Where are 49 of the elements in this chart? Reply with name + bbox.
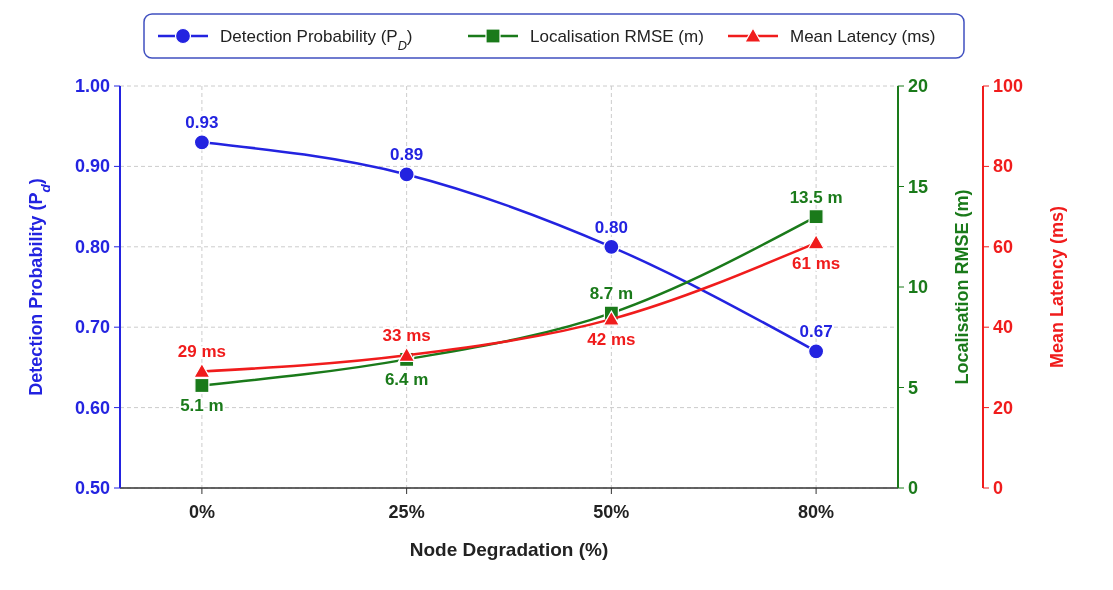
legend-label: Mean Latency (ms) xyxy=(790,27,936,46)
point xyxy=(603,238,620,255)
data-label: 8.7 m xyxy=(589,284,634,304)
data-label: 5.1 m xyxy=(180,396,224,416)
x-axis-title: Node Degradation (%) xyxy=(409,539,609,560)
y-tick-label: 0.60 xyxy=(74,397,110,418)
point xyxy=(808,343,825,360)
point xyxy=(808,209,824,225)
y2-tick-label: 20 xyxy=(908,76,929,96)
y-tick-label: 1.00 xyxy=(74,76,110,96)
y3-tick-label: 60 xyxy=(993,236,1014,257)
legend-label: Localisation RMSE (m) xyxy=(530,27,704,46)
y3-tick-label: 80 xyxy=(993,156,1014,177)
point xyxy=(398,346,416,362)
y3-tick-label: 0 xyxy=(993,478,1004,498)
point xyxy=(602,310,620,326)
data-label: 0.80 xyxy=(594,217,628,237)
x-tick-label: 25% xyxy=(388,502,425,522)
point xyxy=(194,377,210,394)
y3-tick-label: 100 xyxy=(993,76,1024,96)
y3-axis-title: Mean Latency (ms) xyxy=(1047,205,1067,369)
point xyxy=(193,362,211,379)
data-label: 13.5 m xyxy=(789,187,843,207)
data-label: 0.67 xyxy=(799,322,833,342)
data-label: 6.4 m xyxy=(384,370,429,390)
y2-tick-label: 5 xyxy=(908,377,919,398)
point xyxy=(398,166,415,183)
y-tick-label: 0.90 xyxy=(74,156,110,177)
data-label: 33 ms xyxy=(382,326,431,346)
y-tick-label: 0.80 xyxy=(74,236,110,257)
data-label: 0.89 xyxy=(390,145,424,165)
data-label: 42 ms xyxy=(587,330,636,350)
data-label: 0.93 xyxy=(185,113,219,133)
legend-label: Detection Probability (P$_{D}$) xyxy=(220,27,413,53)
y-tick-label: 0.70 xyxy=(74,317,110,338)
y2-tick-label: 15 xyxy=(908,176,929,197)
data-label: 29 ms xyxy=(177,342,226,362)
point xyxy=(807,234,825,250)
y2-tick-label: 10 xyxy=(908,277,929,297)
y3-tick-label: 20 xyxy=(993,397,1014,418)
x-tick-label: 50% xyxy=(593,502,630,522)
y2-tick-label: 0 xyxy=(908,478,919,498)
point xyxy=(193,134,210,151)
y-tick-label: 0.50 xyxy=(74,478,110,498)
y2-axis-title: Localisation RMSE (m) xyxy=(952,189,972,385)
data-label: 61 ms xyxy=(792,253,841,273)
x-tick-label: 80% xyxy=(798,502,835,522)
x-tick-label: 0% xyxy=(188,502,215,522)
y3-tick-label: 40 xyxy=(993,317,1014,338)
